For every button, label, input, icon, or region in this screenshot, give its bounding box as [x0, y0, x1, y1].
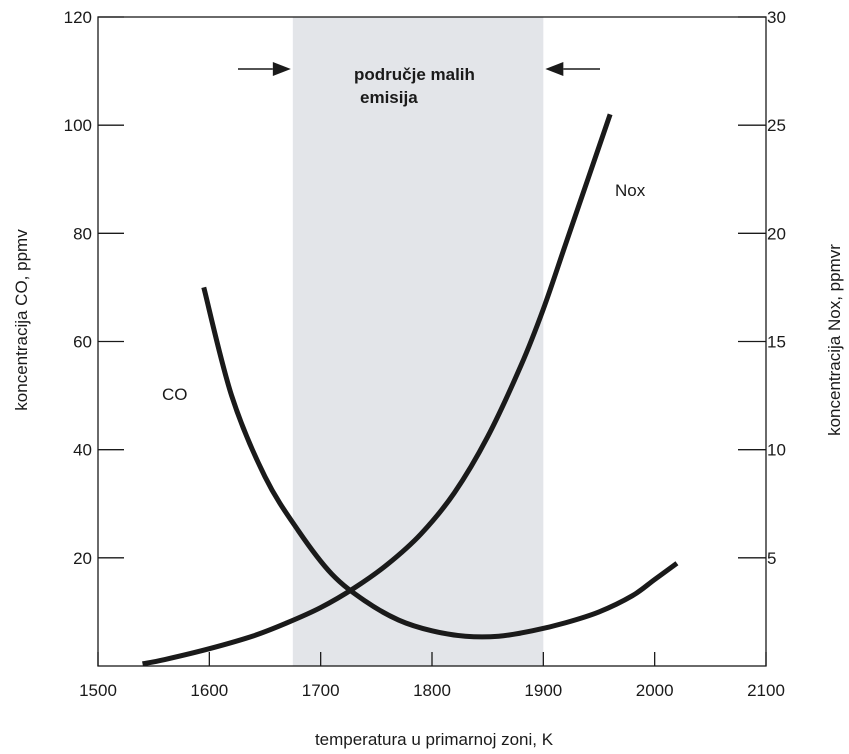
- low-emission-region-label-line1: područje malih: [354, 65, 475, 84]
- x-tick-label-1600: 1600: [190, 681, 228, 700]
- series-label-nox: Nox: [615, 181, 646, 200]
- x-tick-label-1800: 1800: [413, 681, 451, 700]
- y-right-tick-label-15: 15: [767, 333, 786, 352]
- y-right-tick-label-10: 10: [767, 441, 786, 460]
- x-tick-label-1500: 1500: [79, 681, 117, 700]
- x-tick-label-1700: 1700: [302, 681, 340, 700]
- series-line-nox: [142, 113, 613, 667]
- y-left-tick-label-100: 100: [64, 116, 92, 135]
- y-left-tick-label-80: 80: [73, 224, 92, 243]
- background-layer: [238, 17, 600, 666]
- y-right-tick-label-5: 5: [767, 549, 776, 568]
- y-right-tick-label-25: 25: [767, 116, 786, 135]
- series-layer: [142, 113, 679, 667]
- axes-layer: 1500 1600 1700 1800 1900 2000 2100 20 40 60 80 100 1…: [64, 8, 786, 700]
- y-left-tick-label-40: 40: [73, 441, 92, 460]
- y-left-axis-title: koncentracija CO, ppmv: [12, 229, 31, 411]
- x-tick-label-1900: 1900: [524, 681, 562, 700]
- y-left-tick-label-20: 20: [73, 549, 92, 568]
- region-arrow-left-head: [272, 62, 291, 76]
- text-layer: temperatura u primarnoj zoni, K koncentr…: [12, 65, 844, 749]
- y-left-tick-label-60: 60: [73, 333, 92, 352]
- y-right-axis-title: koncentracija Nox, ppmvr: [825, 244, 844, 436]
- y-right-tick-label-20: 20: [767, 224, 786, 243]
- y-left-tick-label-120: 120: [64, 8, 92, 27]
- region-arrow-right-head: [545, 62, 564, 76]
- y-right-tick-label-30: 30: [767, 8, 786, 27]
- x-tick-label-2000: 2000: [636, 681, 674, 700]
- x-axis-title: temperatura u primarnoj zoni, K: [315, 730, 554, 749]
- low-emission-region: [292, 17, 544, 666]
- x-tick-label-2100: 2100: [747, 681, 785, 700]
- low-emission-region-label-line2: emisija: [360, 88, 418, 107]
- series-line-co: [201, 286, 679, 640]
- series-label-co: CO: [162, 385, 188, 404]
